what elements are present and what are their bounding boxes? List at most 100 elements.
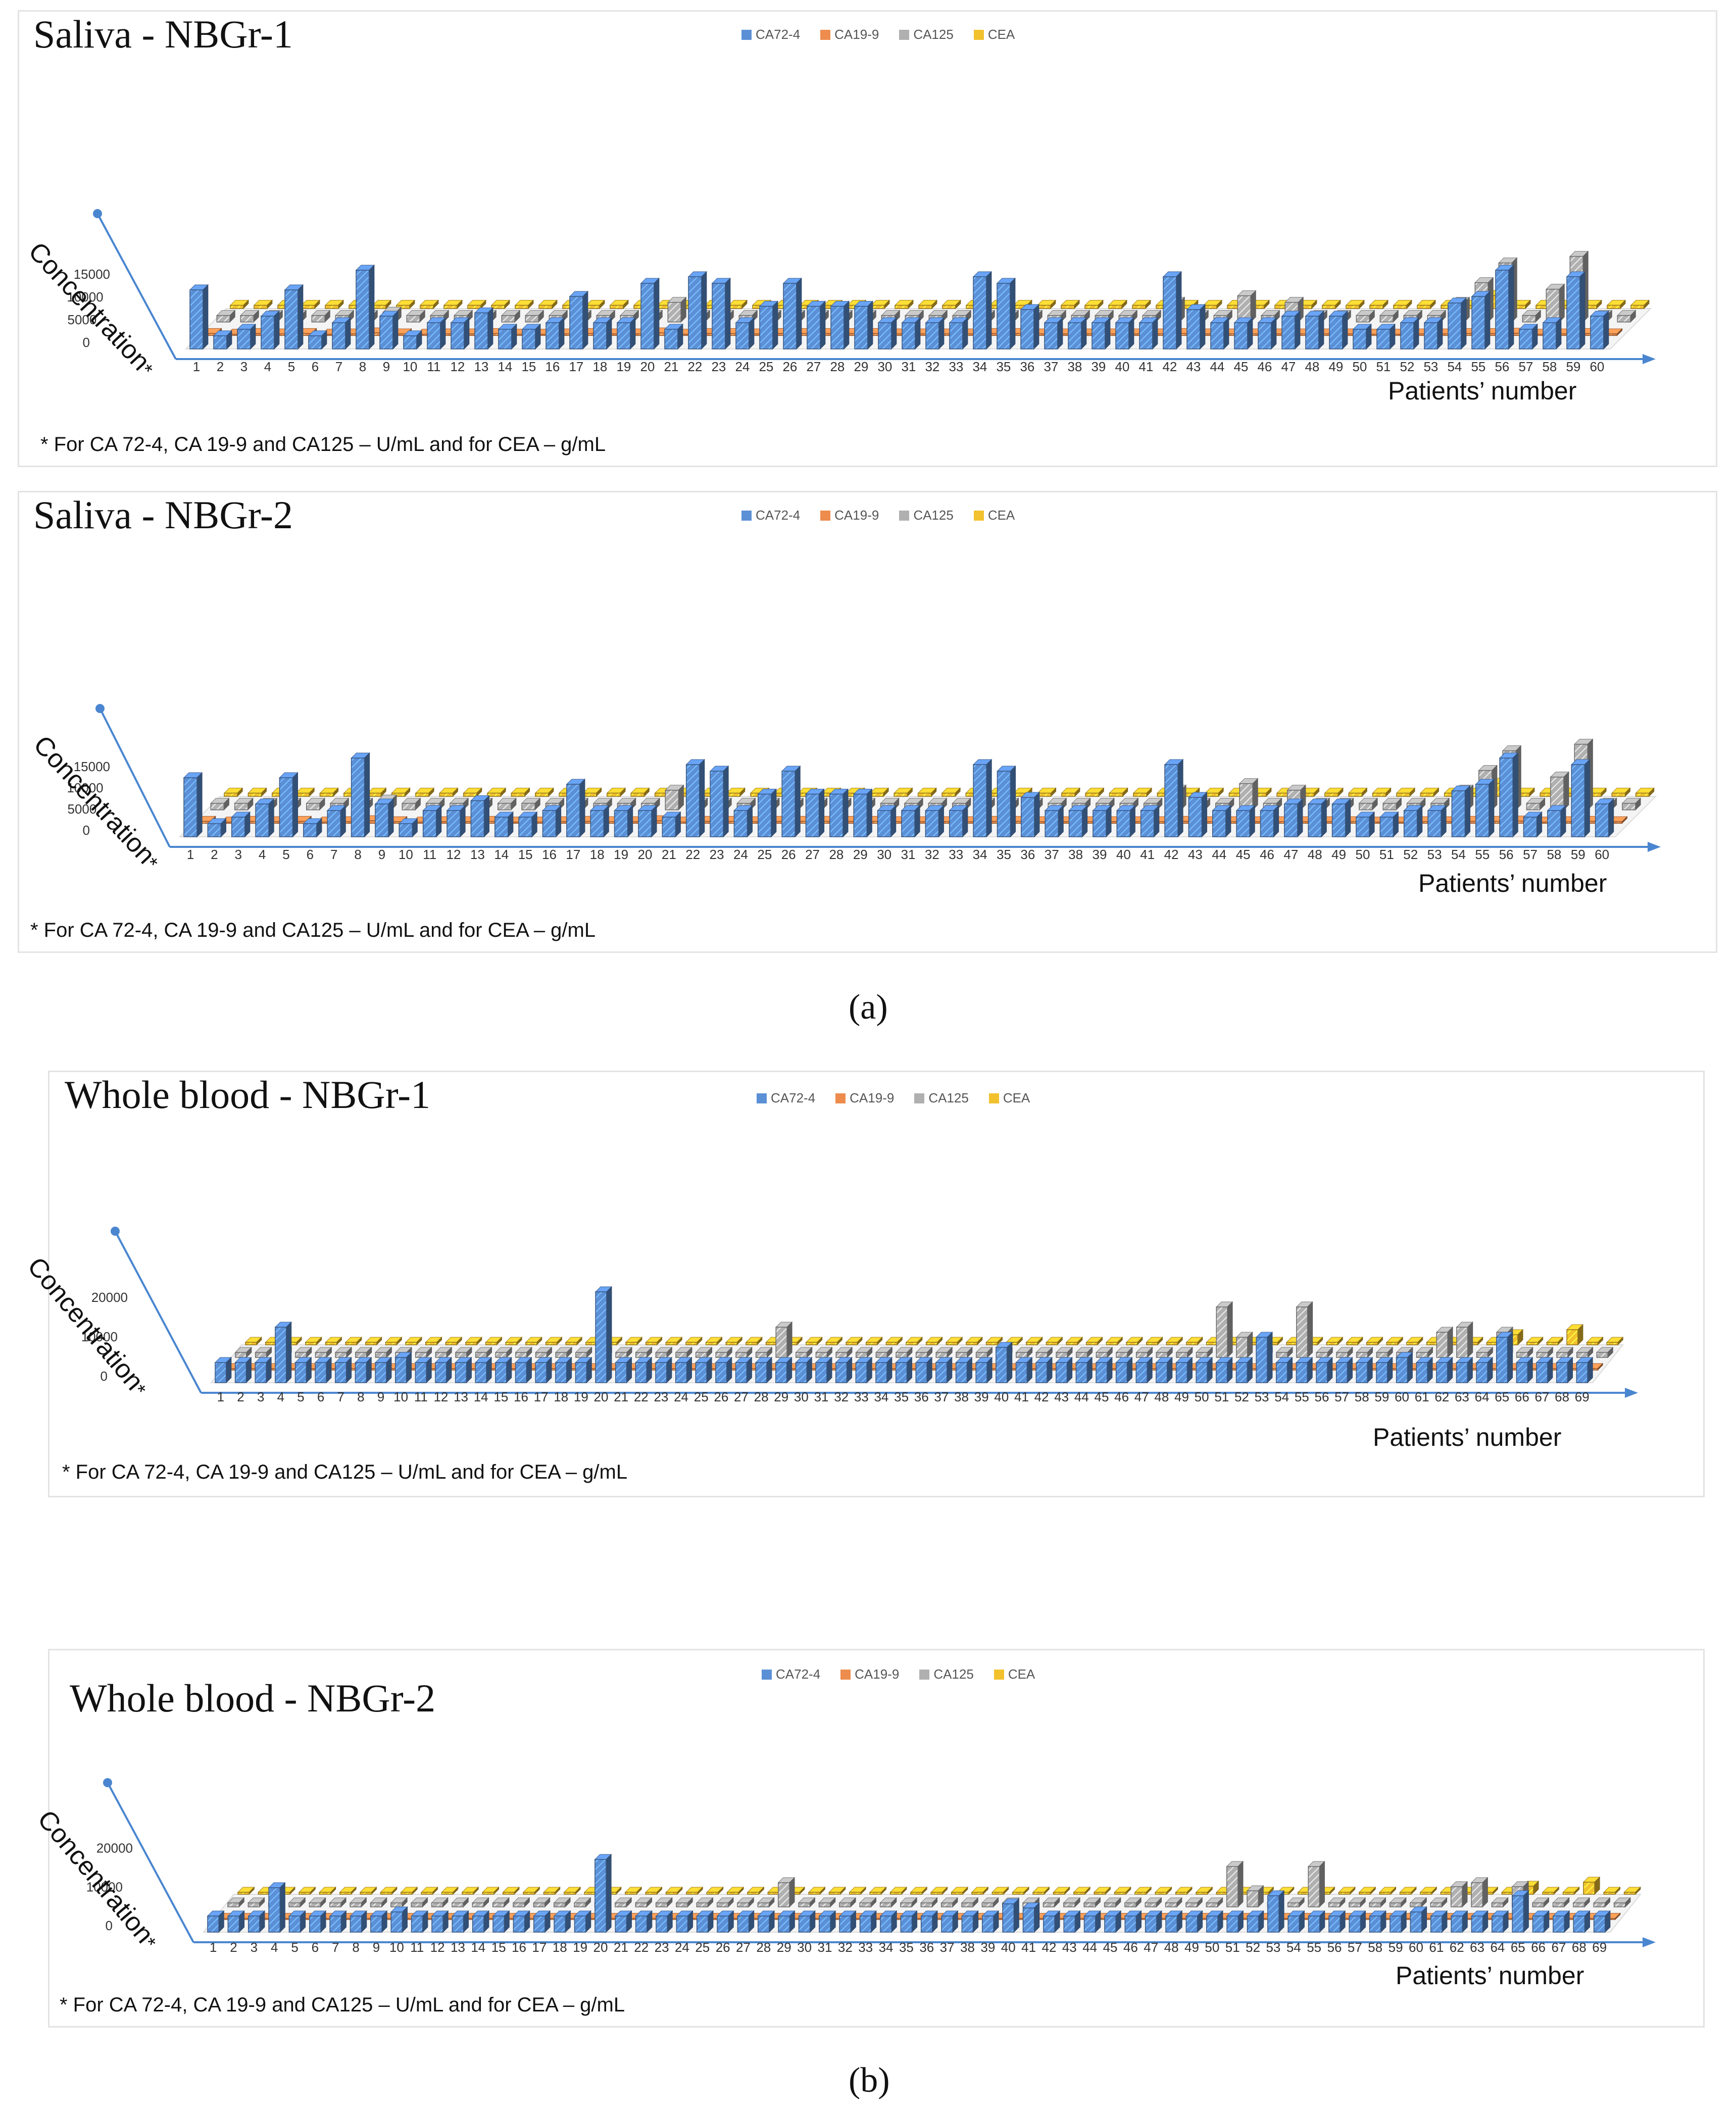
bar-ca72-4-38 [961,1910,979,1933]
bar-ca125-59 [1409,1897,1427,1908]
bar-front [985,1342,998,1345]
bar-front [1212,810,1226,837]
x-tick-label: 23 [654,1389,668,1404]
legend-swatch [741,510,752,521]
x-tick-label: 49 [1328,359,1343,374]
bar-front [390,1902,403,1907]
bar-ca72-4-54 [1287,1910,1305,1933]
x-tick-label: 48 [1154,1389,1169,1404]
bar-cea-51 [1420,787,1440,797]
bar-cea-17 [606,787,626,797]
bar-ca72-4-25 [759,300,779,350]
bar-front [207,1915,219,1933]
y-tick-label: 10000 [67,780,103,795]
x-tick-label: 48 [1305,359,1319,374]
bar-side [487,307,493,350]
x-tick-label: 51 [1214,1389,1229,1404]
bar-ca72-4-36 [920,1910,938,1933]
bar-ca125-50 [1216,1301,1233,1358]
bar-ca125-50 [1226,1860,1244,1908]
bar-front [1396,1357,1408,1383]
bar-front [574,1915,586,1933]
bar-cea-22 [665,1336,683,1346]
bar-ca125-18 [575,1346,592,1358]
x-tick-label: 36 [914,1389,929,1404]
bar-cea-36 [946,1336,963,1346]
x-tick-label: 33 [854,1389,869,1404]
bar-front [1430,1915,1443,1933]
legend-swatch [757,1093,767,1103]
bar-ca72-4-2 [234,1356,252,1384]
bar-ca125-57 [1369,1897,1386,1908]
bar-side [1247,317,1253,350]
x-tick-label: 4 [271,1940,278,1955]
bar-side [436,804,442,838]
x-tick-label: 34 [879,1940,894,1955]
x-tick-label: 17 [534,1389,549,1404]
x-tick-label: 48 [1308,847,1322,862]
bar-front [1206,1342,1218,1345]
bar-cea-37 [1084,787,1105,797]
x-tick-label: 21 [662,847,676,862]
bar-front [390,1911,403,1933]
bar-cea-40 [1025,1336,1043,1346]
x-tick-label: 16 [545,359,560,374]
bar-front [1586,1342,1599,1345]
bar-ca72-4-62 [1450,1910,1468,1933]
bar-front [1328,1902,1341,1907]
bar-cea-69 [1606,1336,1624,1346]
bar-side [1608,798,1614,838]
x-tick-label: 15 [518,847,533,862]
bar-cea-47 [1166,1336,1183,1346]
bar-front [1176,1352,1188,1358]
bar-ca72-4-19 [614,804,633,838]
chart-title: Whole blood - NBGr-1 [65,1073,431,1117]
bar-ca125-54 [1307,1860,1325,1908]
bar-front [1376,1352,1388,1358]
bar-side [1273,804,1279,838]
bar-ca72-4-28 [829,788,849,838]
bar-front [686,1892,698,1895]
bar-ca125-33 [879,1897,898,1908]
x-tick-label: 2 [230,1940,237,1955]
bar-ca72-4-69 [1593,1910,1611,1933]
bar-ca72-4-31 [901,804,921,838]
x-tick-label: 23 [710,847,724,862]
bar-side [701,271,707,350]
x-tick-label: 52 [1403,847,1418,862]
bar-front [755,1352,768,1358]
bar-ca125-2 [247,1897,265,1908]
bar-front [533,1915,545,1933]
x-tick-label: 64 [1490,1940,1505,1955]
bar-ca72-4-24 [675,1356,692,1384]
bar-front [1516,1362,1528,1383]
x-tick-label: 67 [1552,1940,1566,1955]
bar-ca72-4-38 [1067,317,1087,350]
bar-ca72-4-11 [426,317,447,350]
x-axis-title: Patients’ number [1396,1961,1584,1990]
bar-ca72-4-50 [1352,323,1372,350]
bar-ca72-4-10 [390,1906,408,1933]
bar-ca72-4-31 [815,1356,833,1384]
bar-ca125-17 [553,1897,571,1908]
x-tick-label: 11 [423,847,436,862]
bar-front [515,1352,527,1358]
y-tick-label: 20000 [96,1841,133,1856]
bar-side [1007,1341,1013,1384]
bar-front [775,1362,787,1383]
bar-front [365,1342,377,1345]
bar-front [1611,792,1626,797]
bar-cea-44 [1106,1336,1123,1346]
bar-ca72-4-8 [355,264,375,350]
bar-ca72-4-48 [1305,310,1325,350]
bar-front [1359,802,1373,811]
bar-front [415,792,429,797]
x-tick-label: 24 [733,847,748,862]
bar-front [494,817,509,837]
bar-ca125-40 [1015,1346,1033,1358]
bar-ca125-16 [533,1897,551,1908]
x-tick-label: 37 [940,1940,955,1955]
bar-ca72-4-16 [513,1910,530,1933]
bar-ca72-4-49 [1331,798,1351,838]
bar-ca72-4-51 [1379,811,1399,838]
